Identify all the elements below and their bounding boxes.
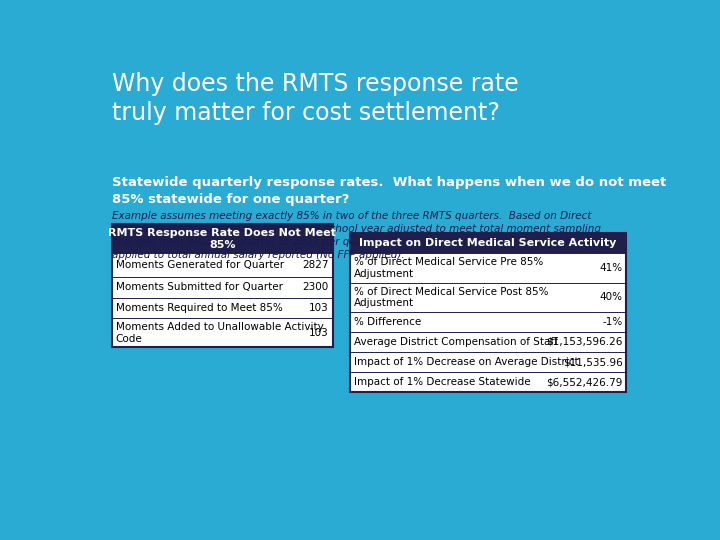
Text: Example assumes meeting exactly 85% in two of the three RMTS quarters.  Based on: Example assumes meeting exactly 85% in t… xyxy=(112,211,609,260)
Text: RMTS Response Rate Does Not Meet
85%: RMTS Response Rate Does Not Meet 85% xyxy=(108,228,336,250)
Text: % Difference: % Difference xyxy=(354,317,420,327)
Text: $6,552,426.79: $6,552,426.79 xyxy=(546,377,622,387)
FancyBboxPatch shape xyxy=(350,233,626,392)
Text: $11,535.96: $11,535.96 xyxy=(562,357,622,367)
Text: 2300: 2300 xyxy=(302,282,329,292)
Text: Statewide quarterly response rates.  What happens when we do not meet
85% statew: Statewide quarterly response rates. What… xyxy=(112,177,666,206)
Text: Average District Compensation of Staff: Average District Compensation of Staff xyxy=(354,337,557,347)
FancyBboxPatch shape xyxy=(112,224,333,347)
Text: Moments Submitted for Quarter: Moments Submitted for Quarter xyxy=(116,282,282,292)
FancyBboxPatch shape xyxy=(112,224,333,253)
Text: Why does the RMTS response rate
truly matter for cost settlement?: Why does the RMTS response rate truly ma… xyxy=(112,72,518,125)
Text: $1,153,596.26: $1,153,596.26 xyxy=(546,337,622,347)
Text: 2827: 2827 xyxy=(302,260,329,270)
Text: % of Direct Medical Service Pre 85%
Adjustment: % of Direct Medical Service Pre 85% Adju… xyxy=(354,257,543,279)
Text: Impact of 1% Decrease on Average District: Impact of 1% Decrease on Average Distric… xyxy=(354,357,578,367)
Text: 40%: 40% xyxy=(600,292,622,302)
Text: 103: 103 xyxy=(309,328,329,338)
Text: Moments Added to Unallowable Activity
Code: Moments Added to Unallowable Activity Co… xyxy=(116,322,323,343)
Text: Impact on Direct Medical Service Activity: Impact on Direct Medical Service Activit… xyxy=(359,239,616,248)
Text: -1%: -1% xyxy=(602,317,622,327)
Text: Moments Required to Meet 85%: Moments Required to Meet 85% xyxy=(116,303,282,313)
Text: 103: 103 xyxy=(309,303,329,313)
FancyBboxPatch shape xyxy=(350,233,626,253)
Text: % of Direct Medical Service Post 85%
Adjustment: % of Direct Medical Service Post 85% Adj… xyxy=(354,287,548,308)
Text: Moments Generated for Quarter: Moments Generated for Quarter xyxy=(116,260,284,270)
Text: 41%: 41% xyxy=(599,263,622,273)
Text: Impact of 1% Decrease Statewide: Impact of 1% Decrease Statewide xyxy=(354,377,530,387)
